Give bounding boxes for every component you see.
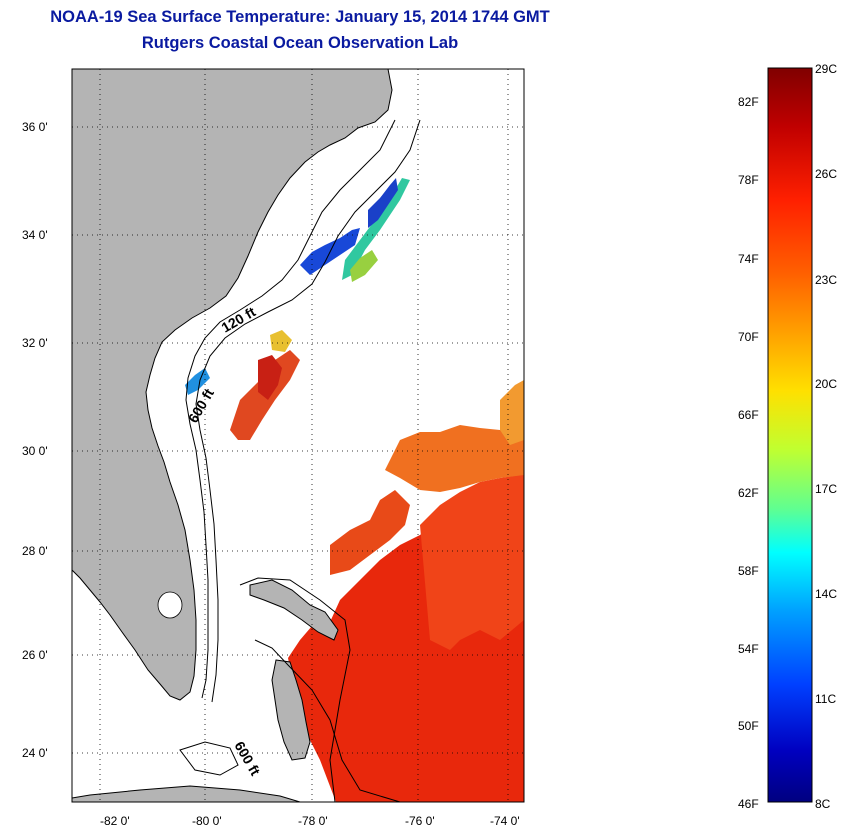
lake-okeechobee bbox=[157, 591, 183, 619]
map-title: NOAA-19 Sea Surface Temperature: January… bbox=[50, 8, 550, 26]
cbar-f-78: 78F bbox=[738, 173, 759, 187]
colorbar-fahrenheit-labels: 82F 78F 74F 70F 66F 62F 58F 54F 50F 46F bbox=[738, 95, 759, 811]
sst-patch-red-core bbox=[258, 355, 282, 400]
sst-patch-orange-north bbox=[385, 415, 524, 492]
lat-tick-36: 36 0' bbox=[22, 120, 48, 134]
lon-tick-76: -76 0' bbox=[405, 814, 435, 828]
grid bbox=[72, 69, 524, 802]
cbar-f-82: 82F bbox=[738, 95, 759, 109]
cbar-f-58: 58F bbox=[738, 564, 759, 578]
sst-patch-teal-ne bbox=[342, 178, 410, 280]
lon-tick-78: -78 0' bbox=[298, 814, 328, 828]
cbar-f-50: 50F bbox=[738, 719, 759, 733]
bahamas-north bbox=[249, 579, 339, 641]
lon-tick-80: -80 0' bbox=[192, 814, 222, 828]
cbar-c-29: 29C bbox=[815, 62, 837, 76]
contour-bahamas-outer bbox=[239, 577, 351, 802]
lat-tick-34: 34 0' bbox=[22, 228, 48, 242]
cbar-c-20: 20C bbox=[815, 377, 837, 391]
us-southeast-land bbox=[72, 69, 393, 701]
lon-tick-74: -74 0' bbox=[490, 814, 520, 828]
lat-tick-32: 32 0' bbox=[22, 336, 48, 350]
cbar-c-17: 17C bbox=[815, 482, 837, 496]
cuba-north bbox=[72, 785, 301, 802]
sst-data bbox=[185, 178, 524, 802]
sst-patch-yellow-shelf bbox=[270, 330, 292, 352]
lat-tick-28: 28 0' bbox=[22, 544, 48, 558]
colorbar bbox=[767, 67, 813, 803]
cbar-f-66: 66F bbox=[738, 408, 759, 422]
contour-cuba bbox=[179, 741, 239, 776]
contour-bahamas-inner bbox=[254, 639, 401, 802]
sst-patch-mid bbox=[330, 490, 410, 575]
sst-patch-blue-fl bbox=[185, 368, 210, 395]
sst-patch-green-shelf bbox=[350, 250, 378, 282]
sst-patch-blue-nc bbox=[368, 178, 398, 228]
cbar-f-54: 54F bbox=[738, 642, 759, 656]
contour-600ft bbox=[195, 119, 421, 703]
lat-ticks: 36 0' 34 0' 32 0' 30 0' 28 0' 26 0' 24 0… bbox=[22, 120, 48, 760]
cbar-c-23: 23C bbox=[815, 273, 837, 287]
sst-patch-gulfstream-east bbox=[420, 475, 524, 650]
lon-tick-82: -82 0' bbox=[100, 814, 130, 828]
contour-120ft bbox=[185, 119, 396, 699]
land bbox=[72, 69, 393, 802]
cbar-c-26: 26C bbox=[815, 167, 837, 181]
lon-ticks: -82 0' -80 0' -78 0' -76 0' -74 0' bbox=[100, 814, 520, 828]
colorbar-celsius-labels: 29C 26C 23C 20C 17C 14C 11C 8C bbox=[815, 62, 837, 811]
andros-island bbox=[271, 659, 311, 761]
cbar-f-62: 62F bbox=[738, 486, 759, 500]
lat-tick-26: 26 0' bbox=[22, 648, 48, 662]
map-border bbox=[71, 68, 525, 803]
cbar-f-46: 46F bbox=[738, 797, 759, 811]
lat-tick-30: 30 0' bbox=[22, 444, 48, 458]
lat-tick-24: 24 0' bbox=[22, 746, 48, 760]
depth-contours bbox=[179, 119, 421, 802]
cbar-f-70: 70F bbox=[738, 330, 759, 344]
cbar-c-14: 14C bbox=[815, 587, 837, 601]
cbar-f-74: 74F bbox=[738, 252, 759, 266]
cbar-c-8: 8C bbox=[815, 797, 831, 811]
map-subtitle: Rutgers Coastal Ocean Observation Lab bbox=[141, 34, 459, 52]
cbar-c-11: 11C bbox=[815, 692, 836, 706]
sst-patch-orange-east bbox=[500, 380, 524, 445]
